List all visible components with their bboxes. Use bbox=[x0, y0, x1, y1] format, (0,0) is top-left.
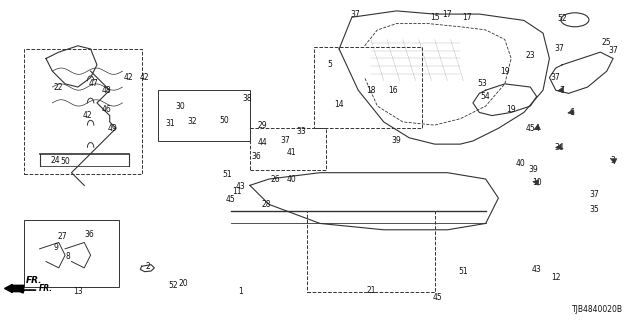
Text: 19: 19 bbox=[506, 105, 516, 114]
Text: 12: 12 bbox=[551, 273, 561, 282]
Text: 9: 9 bbox=[53, 243, 58, 252]
Text: 31: 31 bbox=[166, 119, 175, 128]
Text: 43: 43 bbox=[532, 265, 541, 274]
Text: 30: 30 bbox=[175, 101, 185, 111]
Text: 39: 39 bbox=[392, 136, 401, 146]
Text: FR.: FR. bbox=[38, 284, 52, 293]
Text: 13: 13 bbox=[73, 287, 83, 296]
Text: 18: 18 bbox=[366, 86, 376, 95]
Text: 45: 45 bbox=[525, 124, 535, 133]
Text: 42: 42 bbox=[140, 73, 150, 82]
Text: 50: 50 bbox=[220, 116, 229, 125]
Text: 5: 5 bbox=[327, 60, 332, 69]
Text: 3: 3 bbox=[611, 156, 616, 164]
FancyArrow shape bbox=[4, 284, 24, 292]
Text: 4: 4 bbox=[534, 124, 539, 133]
Text: 47: 47 bbox=[89, 79, 99, 88]
Text: 44: 44 bbox=[258, 138, 268, 147]
Text: 25: 25 bbox=[602, 38, 612, 47]
Text: 6: 6 bbox=[569, 108, 574, 117]
Text: 2: 2 bbox=[145, 262, 150, 271]
Text: 48: 48 bbox=[102, 86, 111, 95]
Text: 41: 41 bbox=[287, 148, 296, 156]
Text: 49: 49 bbox=[108, 124, 118, 133]
Text: 50: 50 bbox=[60, 157, 70, 166]
Text: 27: 27 bbox=[57, 232, 67, 241]
Text: 51: 51 bbox=[223, 170, 232, 179]
Text: 10: 10 bbox=[532, 178, 541, 187]
Text: 8: 8 bbox=[66, 252, 70, 261]
Text: 52: 52 bbox=[168, 281, 179, 290]
Text: 19: 19 bbox=[500, 67, 509, 76]
Text: 37: 37 bbox=[551, 73, 561, 82]
Text: 36: 36 bbox=[84, 230, 94, 239]
Text: 17: 17 bbox=[443, 10, 452, 19]
Text: 20: 20 bbox=[178, 279, 188, 288]
Text: 45: 45 bbox=[433, 293, 443, 302]
Text: FR.: FR. bbox=[26, 276, 42, 285]
Text: 29: 29 bbox=[258, 121, 268, 130]
Text: 53: 53 bbox=[477, 79, 488, 88]
Text: 33: 33 bbox=[296, 127, 306, 136]
Text: 28: 28 bbox=[261, 200, 271, 209]
Text: 38: 38 bbox=[242, 94, 252, 103]
Text: 1: 1 bbox=[238, 287, 243, 296]
Text: 37: 37 bbox=[350, 10, 360, 19]
Text: 22: 22 bbox=[54, 83, 63, 92]
Text: 37: 37 bbox=[280, 136, 290, 146]
Text: 7: 7 bbox=[560, 86, 564, 95]
Text: 52: 52 bbox=[557, 14, 567, 23]
Text: 36: 36 bbox=[252, 152, 261, 161]
Text: 37: 37 bbox=[554, 44, 564, 53]
Text: 21: 21 bbox=[366, 285, 376, 295]
Text: 46: 46 bbox=[102, 105, 111, 114]
Text: 54: 54 bbox=[481, 92, 490, 101]
Text: 23: 23 bbox=[525, 51, 535, 60]
Text: 40: 40 bbox=[287, 174, 296, 184]
Text: 37: 37 bbox=[589, 190, 599, 199]
Text: 11: 11 bbox=[232, 187, 242, 196]
Text: 42: 42 bbox=[83, 111, 92, 120]
Text: 24: 24 bbox=[51, 156, 60, 164]
Text: 14: 14 bbox=[334, 100, 344, 109]
Text: 37: 37 bbox=[608, 46, 618, 55]
Text: 43: 43 bbox=[236, 182, 245, 191]
Text: 45: 45 bbox=[226, 195, 236, 204]
Text: 42: 42 bbox=[124, 73, 134, 82]
Text: 51: 51 bbox=[459, 267, 468, 276]
Text: 34: 34 bbox=[554, 143, 564, 152]
Text: TJB4840020B: TJB4840020B bbox=[572, 305, 623, 314]
Text: 40: 40 bbox=[516, 159, 525, 168]
Text: 32: 32 bbox=[188, 117, 197, 126]
Text: 39: 39 bbox=[529, 165, 538, 174]
Text: 35: 35 bbox=[589, 205, 599, 214]
Text: 26: 26 bbox=[271, 174, 280, 184]
Text: 16: 16 bbox=[388, 86, 398, 95]
Text: 17: 17 bbox=[461, 13, 472, 22]
Text: 15: 15 bbox=[430, 13, 440, 22]
